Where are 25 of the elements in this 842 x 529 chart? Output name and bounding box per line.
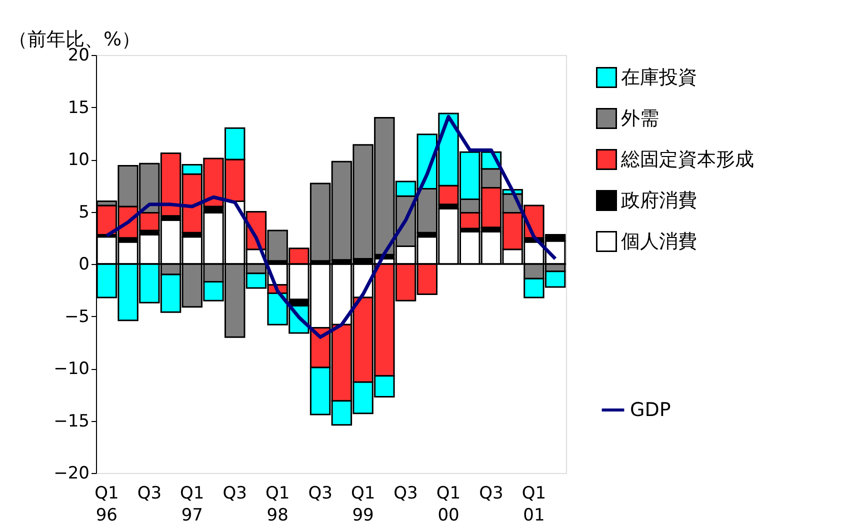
x-tick-label: Q3 [308,484,332,504]
x-tick-label: Q3 [222,484,247,504]
legend-label: 個人消費 [621,230,697,252]
legend-label: GDP [630,399,671,421]
x-tick-label: Q3 [479,484,504,504]
legend-label: 在庫投資 [621,66,697,88]
y-tick-label: −10 [54,359,90,379]
x-tick-label: Q1 98 [265,484,290,526]
y-tick-label: 15 [68,98,90,118]
x-tick-label: Q1 00 [436,484,461,526]
y-tick-label: −5 [64,306,90,327]
x-tick-label: Q1 01 [522,484,546,526]
x-tick-label: Q1 97 [180,484,204,526]
legend-label: 総固定資本形成 [620,148,754,170]
y-tick-label: 10 [68,150,90,170]
y-tick-label: −15 [54,411,90,432]
x-tick-label: Q3 [394,484,418,504]
x-tick-label: Q1 96 [94,484,119,526]
y-tick-label: −20 [54,464,90,484]
x-tick-label: Q1 99 [350,484,376,526]
x-tick-label: Q3 [137,484,162,504]
legend-label: 政府消費 [621,190,697,212]
y-tick-label: 0 [78,254,90,274]
legend-label: 外需 [621,108,659,130]
y-tick-label: 5 [78,202,90,222]
